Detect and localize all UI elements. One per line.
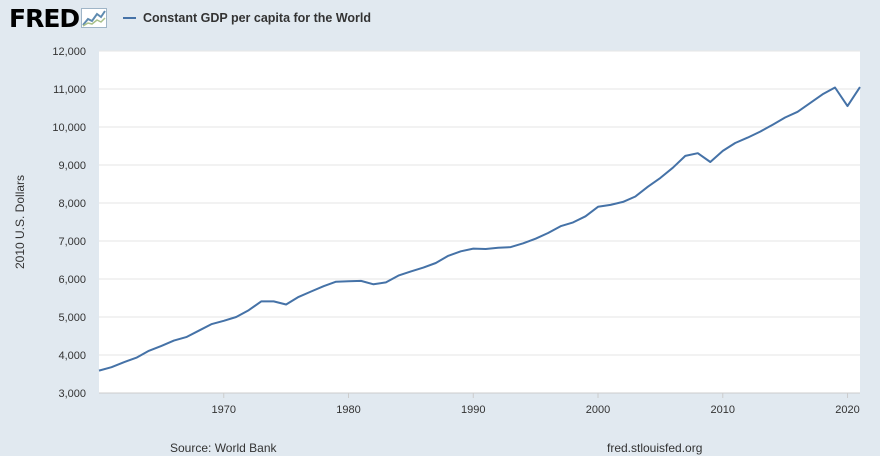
- y-tick-label: 8,000: [58, 198, 86, 210]
- x-tick-label: 2020: [835, 404, 859, 416]
- y-tick-label: 4,000: [58, 350, 86, 362]
- series-line[interactable]: [98, 86, 861, 372]
- x-tick-label: 1970: [212, 404, 236, 416]
- legend-label: Constant GDP per capita for the World: [143, 11, 372, 25]
- legend-swatch: [123, 17, 136, 19]
- y-tick-label: 12,000: [52, 46, 86, 58]
- y-tick-label: 6,000: [58, 274, 86, 286]
- y-tick-label: 7,000: [58, 236, 86, 248]
- x-tick-label: 1990: [461, 404, 485, 416]
- y-axis-label: 2010 U.S. Dollars: [13, 175, 27, 269]
- x-tick-label: 2000: [586, 404, 610, 416]
- y-tick-label: 9,000: [58, 160, 86, 172]
- plot-area: [99, 51, 860, 393]
- y-tick-label: 5,000: [58, 312, 86, 324]
- y-tick-label: 11,000: [53, 84, 86, 96]
- site-url[interactable]: fred.stlouisfed.org: [607, 441, 703, 455]
- source-note: Source: World Bank: [170, 441, 277, 455]
- x-axis: 1970 1980 1990 2000 2010 2020: [99, 392, 860, 416]
- x-tick-label: 2010: [711, 404, 735, 416]
- series-layer: [98, 86, 861, 372]
- chart-legend: Constant GDP per capita for the World: [123, 11, 371, 25]
- y-tick-label: 3,000: [58, 388, 86, 400]
- x-tick-label: 1980: [336, 404, 360, 416]
- y-tick-label: 10,000: [52, 122, 86, 134]
- trend-line-icon: [81, 7, 108, 33]
- y-axis: 3,000 4,000 5,000 6,000 7,000 8,000 9,000 10,00…: [52, 46, 86, 400]
- logo-text: FRED: [9, 4, 80, 33]
- fred-logo[interactable]: FRED: [9, 4, 108, 33]
